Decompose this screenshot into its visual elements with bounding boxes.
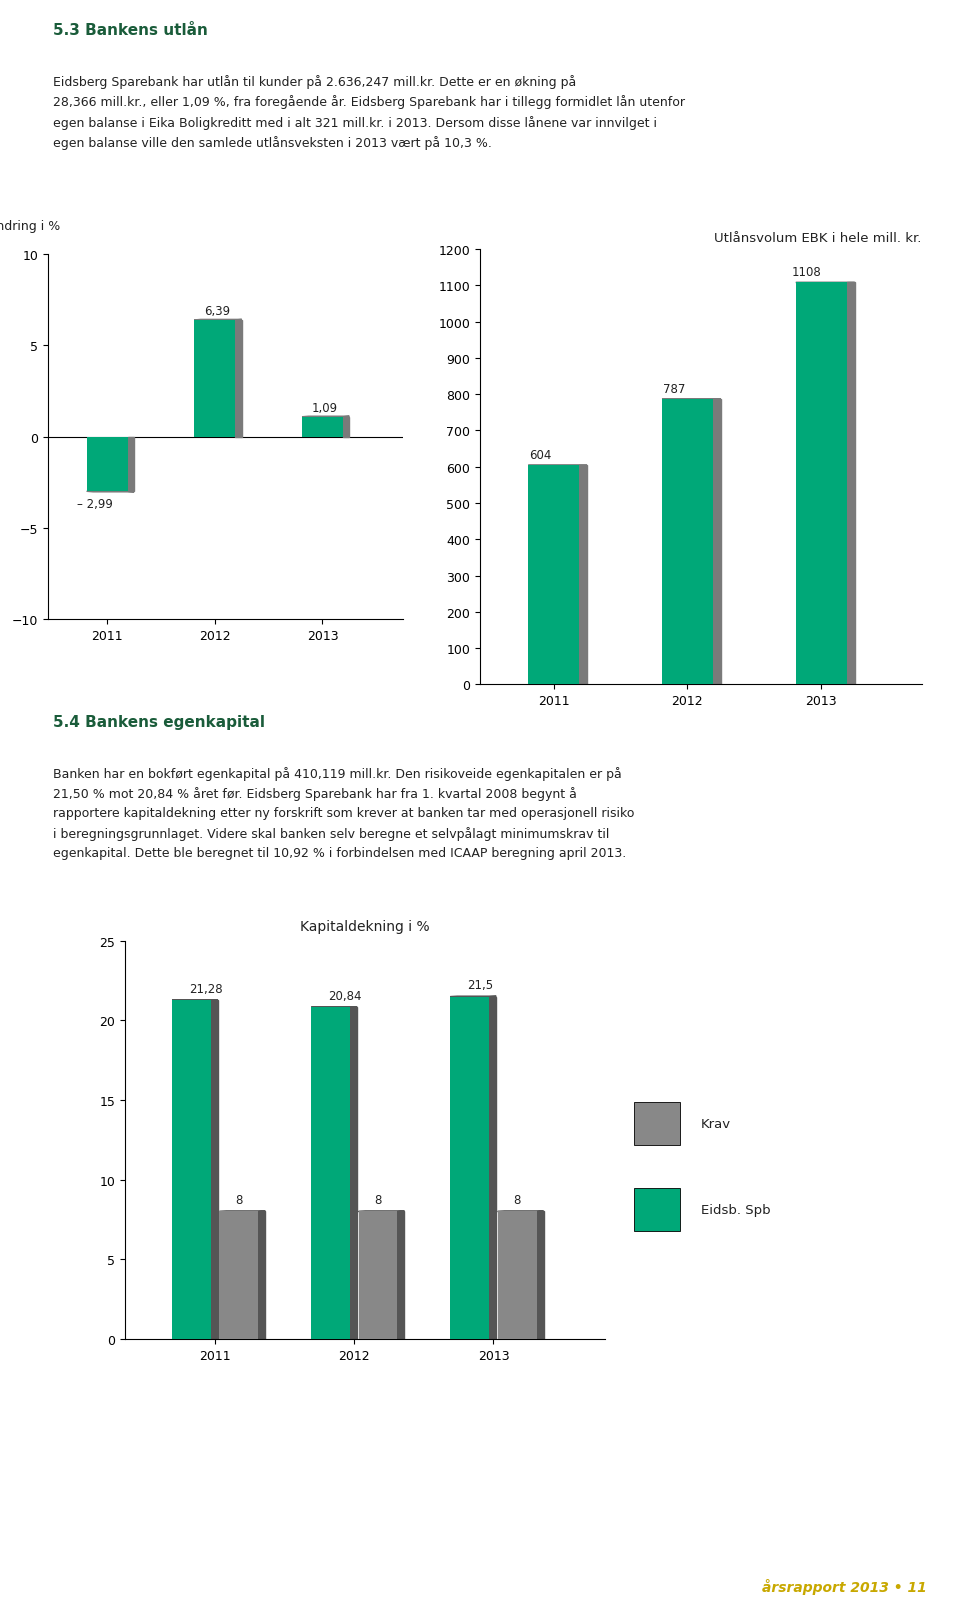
Text: Eidsb. Spb: Eidsb. Spb	[701, 1203, 771, 1216]
Text: 1108: 1108	[792, 266, 822, 279]
Bar	[634, 1102, 680, 1146]
Polygon shape	[350, 1008, 357, 1339]
Text: 1,09: 1,09	[312, 403, 338, 415]
Bar	[796, 284, 847, 685]
Bar	[172, 1000, 211, 1339]
Text: Krav: Krav	[701, 1117, 732, 1130]
Text: 21,28: 21,28	[189, 982, 223, 995]
Polygon shape	[258, 1212, 265, 1339]
Bar	[220, 1212, 258, 1339]
Bar	[86, 437, 128, 492]
Text: 8: 8	[514, 1193, 521, 1206]
Polygon shape	[397, 1212, 404, 1339]
Bar	[662, 399, 713, 685]
Polygon shape	[490, 997, 496, 1339]
Text: – 2,99: – 2,99	[77, 498, 113, 511]
Polygon shape	[713, 399, 721, 685]
Text: Banken har en bokført egenkapital på 410,119 mill.kr. Den risikoveide egenkapita: Banken har en bokført egenkapital på 410…	[53, 766, 635, 860]
Text: Utlånsendring i %: Utlånsendring i %	[0, 219, 60, 234]
Polygon shape	[235, 321, 242, 437]
Bar	[302, 417, 343, 437]
Bar	[497, 1212, 537, 1339]
Bar	[311, 1008, 350, 1339]
Text: 8: 8	[235, 1193, 243, 1206]
Bar	[634, 1188, 680, 1230]
Polygon shape	[537, 1212, 543, 1339]
Text: 21,5: 21,5	[468, 979, 493, 992]
Bar	[528, 466, 579, 685]
Polygon shape	[847, 284, 854, 685]
Text: 787: 787	[663, 383, 685, 396]
Polygon shape	[579, 466, 588, 685]
Polygon shape	[128, 437, 134, 492]
Text: Eidsberg Sparebank har utlån til kunder på 2.636,247 mill.kr. Dette er en økning: Eidsberg Sparebank har utlån til kunder …	[53, 75, 684, 151]
Bar	[450, 997, 490, 1339]
Text: årsrapport 2013 • 11: årsrapport 2013 • 11	[761, 1578, 926, 1594]
Polygon shape	[343, 417, 349, 437]
Bar	[194, 321, 235, 437]
Text: 604: 604	[530, 448, 552, 461]
Text: 6,39: 6,39	[204, 305, 230, 318]
Text: 20,84: 20,84	[328, 988, 361, 1001]
Text: 5.3 Bankens utlån: 5.3 Bankens utlån	[53, 23, 207, 37]
Text: 8: 8	[374, 1193, 382, 1206]
Polygon shape	[211, 1000, 218, 1339]
Bar	[358, 1212, 397, 1339]
Title: Kapitaldekning i %: Kapitaldekning i %	[300, 919, 430, 933]
Text: Utlånsvolum EBK i hele mill. kr.: Utlånsvolum EBK i hele mill. kr.	[714, 232, 922, 245]
Text: 5.4 Bankens egenkapital: 5.4 Bankens egenkapital	[53, 714, 265, 729]
